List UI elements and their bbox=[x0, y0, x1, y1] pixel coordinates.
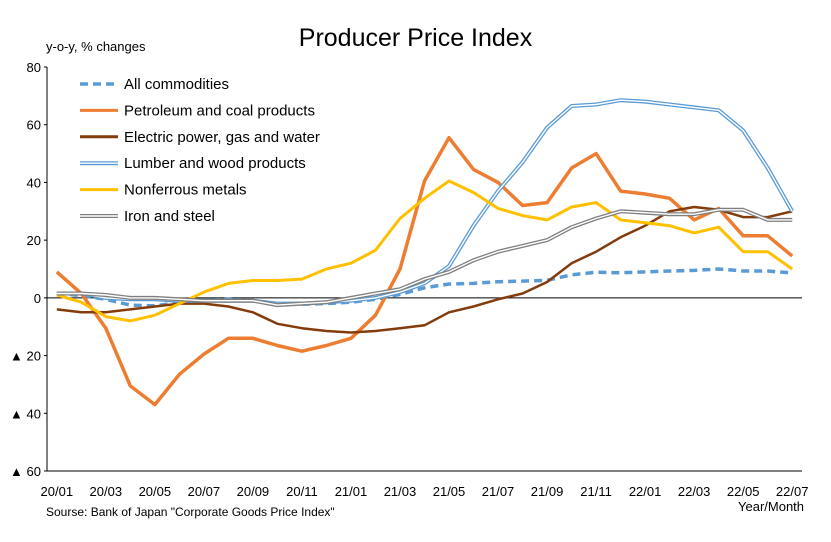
x-axis-label: Year/Month bbox=[738, 499, 805, 514]
series-line-nonferrous-metals bbox=[56, 179, 794, 323]
legend-all-commodities-label: All commodities bbox=[124, 76, 229, 93]
y-tick-label: 40 bbox=[27, 175, 41, 190]
x-tick-label: 20/05 bbox=[139, 484, 172, 499]
x-tick-label: 21/03 bbox=[384, 484, 417, 499]
y-tick-label: ▲ 60 bbox=[10, 464, 41, 479]
x-tick-label: 20/01 bbox=[41, 484, 74, 499]
y-tick-label: 0 bbox=[34, 291, 41, 306]
legend-electric-power-gas-and-water-label: Electric power, gas and water bbox=[124, 129, 320, 146]
x-tick-label: 21/01 bbox=[335, 484, 368, 499]
x-tick-label: 22/03 bbox=[678, 484, 711, 499]
x-tick-label: 21/11 bbox=[580, 484, 612, 499]
y-tick-label: ▲ 20 bbox=[10, 349, 41, 364]
x-tick-label: 20/09 bbox=[237, 484, 270, 499]
chart-title: Producer Price Index bbox=[298, 24, 533, 52]
y-tick-label: 80 bbox=[27, 60, 41, 75]
series-line-iron-and-steel-inner bbox=[56, 209, 793, 306]
legend-nonferrous-metals-label: Nonferrous metals bbox=[124, 182, 247, 199]
legend-lumber-and-wood-products-label: Lumber and wood products bbox=[124, 155, 306, 172]
legend-iron-and-steel-label: Iron and steel bbox=[124, 208, 215, 225]
source-note: Sourse: Bank of Japan "Corporate Goods P… bbox=[46, 505, 335, 519]
x-tick-label: 21/09 bbox=[531, 484, 564, 499]
y-tick-label: 20 bbox=[27, 233, 41, 248]
x-tick-label: 20/07 bbox=[188, 484, 221, 499]
x-tick-label: 22/07 bbox=[776, 484, 809, 499]
x-tick-label: 20/11 bbox=[286, 484, 318, 499]
legend-petroleum-and-coal-products-label: Petroleum and coal products bbox=[124, 102, 315, 119]
y-axis-label: y-o-y, % changes bbox=[46, 39, 146, 54]
x-tick-label: 21/07 bbox=[482, 484, 515, 499]
series-line-petroleum-and-coal-products bbox=[55, 135, 794, 407]
y-tick-label: 60 bbox=[27, 118, 41, 133]
x-tick-label: 22/01 bbox=[629, 484, 662, 499]
x-tick-label: 20/03 bbox=[90, 484, 123, 499]
x-tick-label: 22/05 bbox=[727, 484, 760, 499]
y-tick-label: ▲ 40 bbox=[10, 406, 41, 421]
x-tick-label: 21/05 bbox=[433, 484, 466, 499]
